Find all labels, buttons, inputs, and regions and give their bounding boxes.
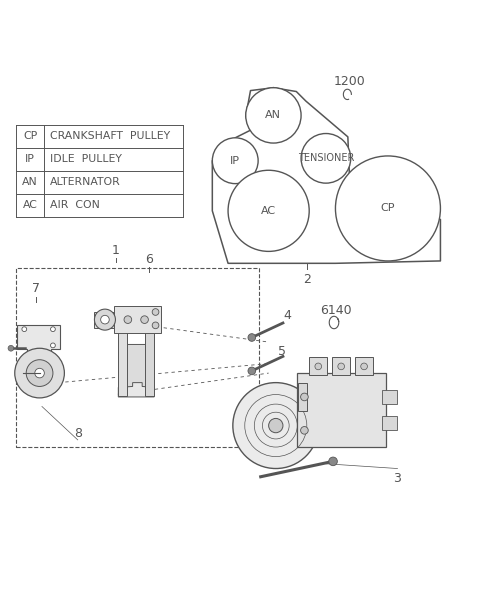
Text: 7: 7 [32,282,40,295]
Polygon shape [95,312,115,328]
Text: 6: 6 [145,253,153,266]
Polygon shape [17,326,60,355]
Text: 1: 1 [112,244,120,257]
Text: AN: AN [22,177,38,187]
Polygon shape [115,306,161,332]
Polygon shape [298,383,307,411]
Circle shape [329,457,337,466]
Text: 3: 3 [394,472,401,485]
Circle shape [248,367,256,374]
Text: 4: 4 [283,309,291,323]
Circle shape [50,343,55,348]
Text: AC: AC [261,206,276,216]
Bar [382,416,396,431]
Circle shape [300,393,308,401]
Text: AN: AN [265,110,281,121]
Bar [297,373,385,447]
Text: ALTERNATOR: ALTERNATOR [50,177,121,187]
Circle shape [26,360,53,387]
Text: 6140: 6140 [320,304,351,317]
Text: AIR  CON: AIR CON [50,200,100,210]
Ellipse shape [301,133,351,183]
Text: 5: 5 [278,345,286,358]
Bar [332,358,350,376]
Circle shape [300,426,308,434]
Circle shape [233,383,319,469]
Polygon shape [118,330,127,396]
Polygon shape [144,330,154,396]
Text: TENSIONER: TENSIONER [298,153,354,163]
Circle shape [315,363,322,370]
Circle shape [361,363,367,370]
Circle shape [50,327,55,332]
Circle shape [95,309,116,330]
Text: CRANKSHAFT  PULLEY: CRANKSHAFT PULLEY [50,131,170,141]
Circle shape [35,368,44,378]
Circle shape [248,333,256,341]
Circle shape [124,316,132,323]
Circle shape [152,309,159,315]
Polygon shape [118,383,154,397]
Circle shape [8,346,14,351]
Text: 2: 2 [303,273,311,286]
Text: IDLE  PULLEY: IDLE PULLEY [50,154,122,164]
Ellipse shape [246,87,301,143]
Text: IP: IP [230,156,240,166]
Bar [16,268,259,447]
Circle shape [141,316,148,323]
Circle shape [22,327,27,332]
Circle shape [101,315,109,324]
Text: CP: CP [23,131,37,141]
Text: CP: CP [381,203,395,213]
Bar [355,358,373,376]
Ellipse shape [228,170,309,251]
Ellipse shape [336,156,441,261]
Polygon shape [118,344,154,394]
Text: AC: AC [23,200,37,210]
Circle shape [338,363,345,370]
Text: IP: IP [25,154,35,164]
Ellipse shape [212,138,258,184]
Circle shape [152,322,159,329]
Circle shape [15,349,64,398]
Bar [382,390,396,404]
Bar [309,358,327,376]
Text: 1200: 1200 [334,75,366,87]
Text: 8: 8 [74,427,82,440]
Circle shape [269,418,283,433]
